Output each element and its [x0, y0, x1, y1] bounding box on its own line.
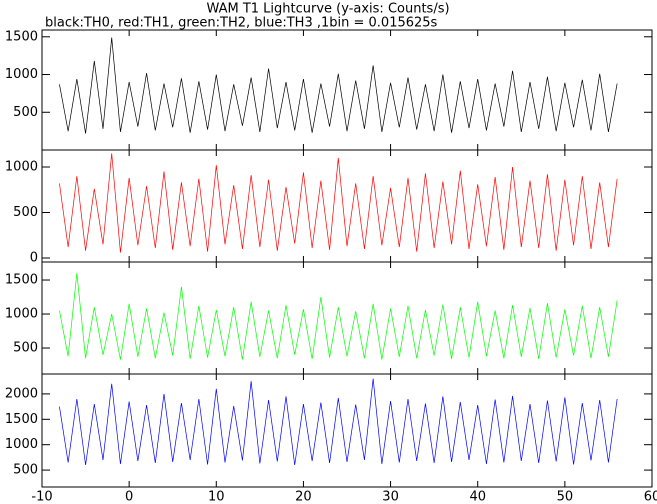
lightcurve: [59, 378, 618, 466]
panel-frame: [41, 373, 653, 488]
panel-frame: [41, 261, 653, 375]
x-tick-label: 10: [208, 490, 225, 504]
y-tick-label: 1500: [5, 273, 38, 288]
lightcurve: [59, 273, 618, 360]
x-tick-label: 20: [295, 490, 312, 504]
y-tick-label: 1500: [5, 412, 38, 427]
chart-title: WAM T1 Lightcurve (y-axis: Counts/s): [206, 2, 449, 17]
y-tick-label: 500: [13, 463, 38, 478]
x-tick-label: -10: [31, 490, 52, 504]
y-tick-label: 1000: [5, 307, 38, 322]
lightcurve: [59, 37, 618, 134]
y-tick-label: 1000: [5, 160, 38, 175]
panel-frame: [41, 29, 653, 151]
y-tick-label: 0: [30, 250, 38, 265]
x-tick-label: 60: [644, 490, 657, 504]
x-tick-label: 40: [469, 490, 486, 504]
y-tick-label: 2000: [5, 386, 38, 401]
x-tick-label: 0: [125, 490, 133, 504]
y-tick-label: 1000: [5, 437, 38, 452]
x-tick-label: 50: [557, 490, 574, 504]
y-tick-label: 500: [13, 105, 38, 120]
y-tick-label: 1500: [5, 29, 38, 44]
y-tick-label: 1000: [5, 67, 38, 82]
chart-subtitle: black:TH0, red:TH1, green:TH2, blue:TH3 …: [45, 16, 438, 31]
y-tick-label: 500: [13, 341, 38, 356]
lightcurve: [59, 153, 618, 253]
y-tick-label: 500: [13, 205, 38, 220]
x-tick-label: 30: [382, 490, 399, 504]
